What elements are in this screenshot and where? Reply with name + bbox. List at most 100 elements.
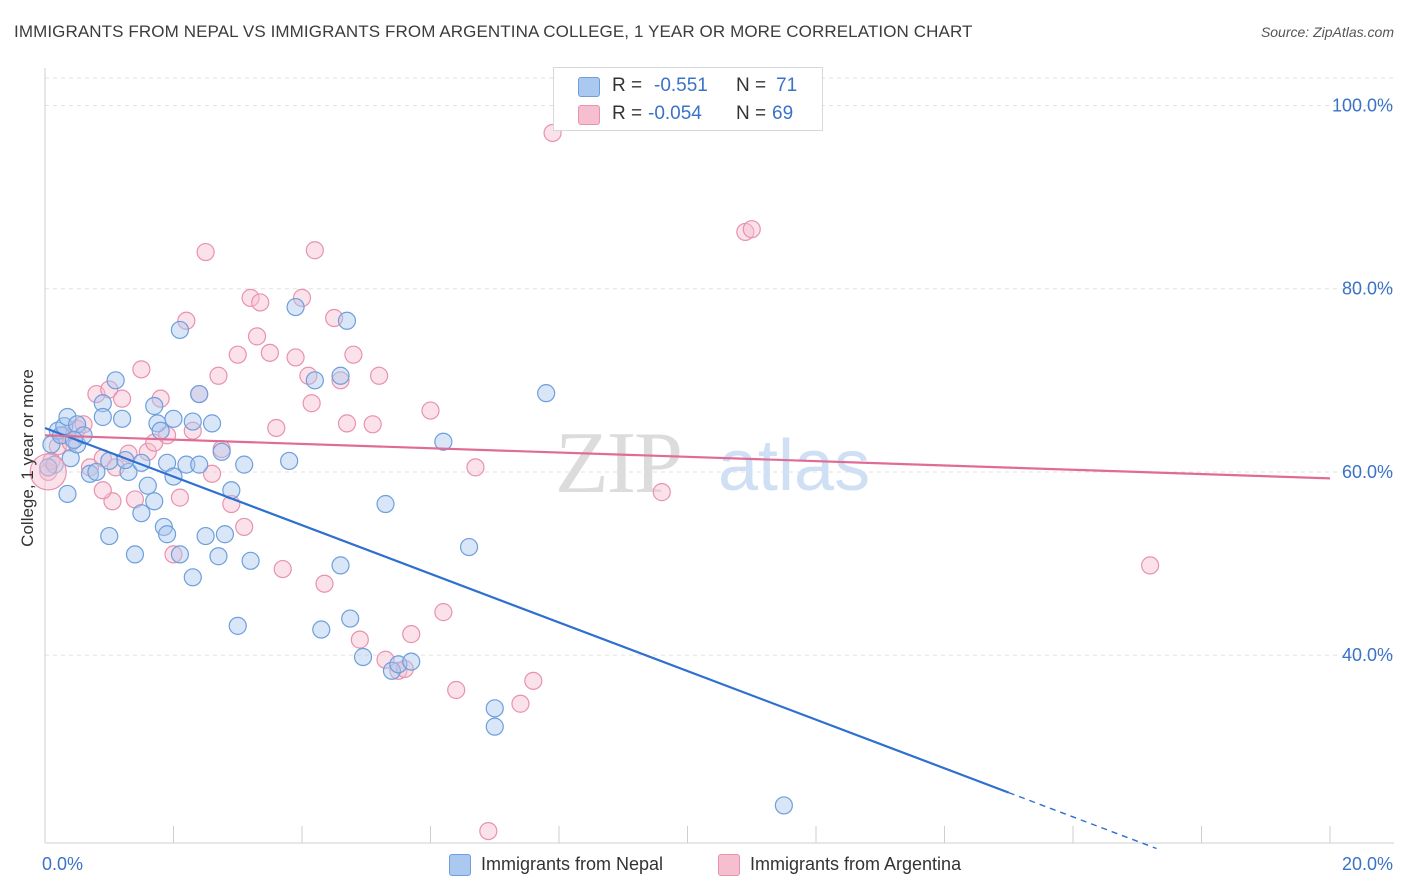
argentina-point (1140, 556, 1160, 575)
y-tick-label: 40.0% (1342, 645, 1393, 665)
argentina-point (247, 327, 267, 346)
argentina-point (170, 488, 190, 507)
argentina-point (434, 603, 453, 622)
nepal-point (80, 464, 100, 483)
argentina-r-label: R = (612, 103, 643, 124)
series-legend: Immigrants from Nepal Immigrants from Ar… (0, 851, 1406, 879)
nepal-point (68, 415, 87, 434)
nepal-point (402, 652, 421, 671)
argentina-point (292, 288, 312, 307)
nepal-point (341, 609, 360, 628)
argentina-point (363, 415, 382, 434)
argentina-point (39, 462, 58, 482)
argentina-point (421, 401, 440, 420)
argentina-point (337, 414, 357, 433)
legend-row-nepal: R = -0.551 N = 71 (554, 72, 822, 100)
legend-row-argentina: R = -0.054 N = 69 (554, 100, 822, 128)
argentina-point (479, 821, 498, 841)
nepal-swatch (578, 77, 600, 97)
argentina-point (466, 458, 485, 477)
nepal-point (280, 451, 299, 471)
argentina-n-value: 69 (772, 103, 794, 124)
nepal-point (100, 526, 119, 546)
argentina-trend-line (44, 434, 1331, 480)
chart-title: IMMIGRANTS FROM NEPAL VS IMMIGRANTS FROM… (14, 22, 973, 41)
nepal-point (58, 484, 77, 504)
argentina-point (315, 574, 334, 593)
y-tick-label: 60.0% (1342, 462, 1393, 482)
argentina-point (132, 360, 151, 379)
nepal-point (138, 476, 157, 495)
argentina-point (235, 517, 254, 537)
nepal-point (537, 384, 556, 403)
y-axis-label: College, 1 year or more (18, 369, 37, 547)
x-tick-label-max: 20.0% (1342, 854, 1393, 874)
nepal-point (164, 409, 183, 428)
nepal-legend-label: Immigrants from Nepal (481, 854, 664, 874)
y-tick-label: 100.0% (1332, 95, 1393, 115)
trend-layer (44, 426, 1331, 850)
argentina-point (177, 311, 196, 330)
x-tick-label-min: 0.0% (42, 854, 83, 874)
argentina-point (93, 481, 112, 500)
nepal-trend-extension (1008, 791, 1157, 850)
nepal-point (190, 384, 209, 404)
nepal-point (485, 717, 504, 736)
argentina-point (112, 389, 132, 408)
nepal-point (376, 494, 395, 514)
argentina-point (524, 671, 543, 690)
nepal-point (183, 412, 202, 431)
nepal-point (190, 455, 209, 474)
argentina-point (273, 559, 292, 579)
watermark: ZIP atlas (555, 415, 870, 512)
nepal-point (235, 455, 254, 474)
nepal-point (434, 432, 453, 451)
argentina-point (331, 371, 350, 390)
nepal-point (170, 320, 190, 340)
argentina-legend-label: Immigrants from Argentina (750, 854, 962, 874)
nepal-point (132, 504, 151, 523)
argentina-point (402, 625, 421, 644)
argentina-point (151, 389, 170, 408)
argentina-point (350, 630, 369, 649)
nepal-point (331, 556, 350, 575)
argentina-point (209, 366, 228, 385)
correlation-legend: R = -0.551 N = 71 R = -0.054 N = 69 (553, 67, 823, 131)
argentina-point (389, 661, 408, 680)
nepal-n-label: N = (736, 75, 767, 96)
argentina-point-large (29, 453, 67, 491)
watermark-atlas: atlas (718, 426, 870, 506)
nepal-point (93, 394, 112, 413)
argentina-n-label: N = (736, 103, 767, 124)
nepal-point (202, 414, 222, 433)
nepal-point (58, 407, 77, 427)
argentina-point (228, 345, 247, 364)
argentina-point (202, 464, 222, 483)
nepal-point (157, 525, 177, 544)
nepal-point (305, 371, 324, 390)
nepal-r-label: R = (612, 75, 643, 96)
tick-label-layer: 40.0% 60.0% 80.0% 100.0% 0.0% 20.0% (42, 95, 1393, 874)
nepal-point (241, 551, 260, 570)
nepal-point (196, 526, 215, 546)
nepal-r-value: -0.551 (654, 75, 708, 96)
argentina-point (267, 418, 286, 438)
nepal-point (209, 547, 228, 566)
nepal-point (228, 616, 247, 635)
argentina-point (344, 345, 363, 364)
nepal-point (39, 458, 58, 477)
nepal-point (183, 568, 202, 587)
nepal-point (125, 545, 145, 564)
argentina-swatch (578, 105, 600, 125)
argentina-point (164, 545, 183, 564)
nepal-trend-line (44, 426, 1010, 794)
argentina-point (196, 242, 215, 262)
nepal-point (145, 396, 164, 416)
nepal-point (212, 442, 231, 461)
nepal-point (106, 371, 125, 390)
argentina-point (742, 220, 761, 239)
nepal-point (774, 796, 793, 815)
argentina-point (447, 680, 466, 700)
argentina-point (138, 442, 157, 461)
watermark-zip: ZIP (555, 415, 681, 512)
